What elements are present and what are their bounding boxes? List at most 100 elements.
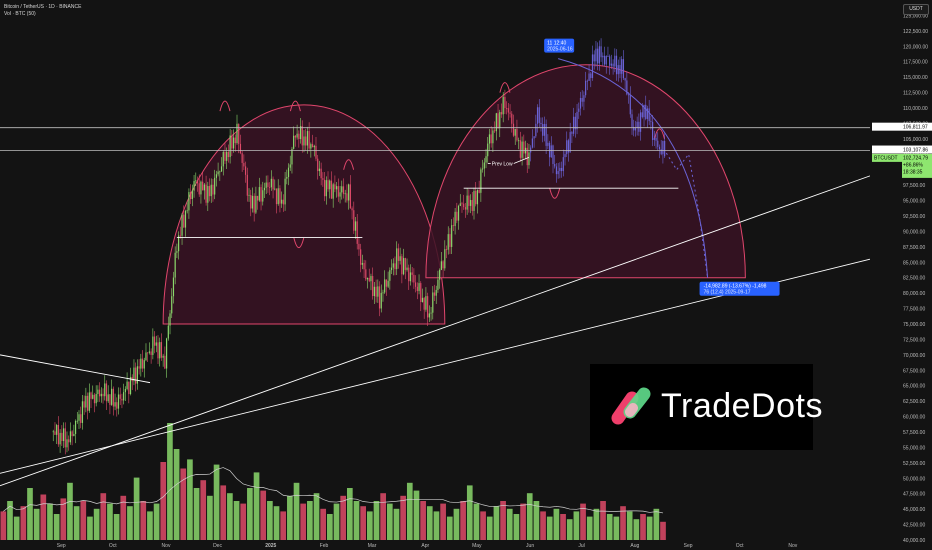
volume-bar	[200, 480, 207, 540]
candle-body	[85, 395, 87, 408]
reversal-arc-4	[653, 128, 665, 139]
candle-body	[585, 80, 587, 96]
candle-body	[370, 276, 372, 282]
candle-body	[543, 123, 546, 136]
candle-body	[555, 166, 558, 175]
candle-body	[95, 393, 97, 404]
candle-body	[401, 256, 403, 275]
volume-bar	[207, 495, 213, 540]
candle-body	[224, 152, 226, 161]
candle-body	[102, 393, 104, 397]
volume-bar	[420, 501, 426, 540]
volume-bar	[393, 508, 400, 540]
candle-body	[397, 248, 400, 261]
candle-body	[61, 432, 63, 441]
candle-body	[600, 46, 602, 58]
neckline-price-tag	[872, 145, 932, 154]
candle-body	[117, 394, 120, 409]
volume-bar	[660, 521, 666, 540]
upper-trendline	[0, 175, 871, 487]
candle-body	[135, 367, 137, 384]
candle-body	[418, 283, 420, 292]
candle-body	[325, 180, 327, 197]
price-tick-label: 97,500.00	[903, 183, 925, 189]
candle-body	[571, 132, 573, 134]
candle-body	[499, 112, 501, 129]
candle-body	[200, 181, 202, 195]
volume-bar	[60, 498, 67, 540]
volume-bar	[426, 506, 433, 540]
volume-bar	[440, 503, 446, 540]
candle-body	[652, 121, 654, 141]
candle-body	[566, 140, 568, 155]
currency-unit-button[interactable]: USDT	[903, 4, 929, 15]
candle-body	[186, 210, 188, 212]
candle-body	[327, 180, 329, 190]
candle-body	[227, 151, 230, 158]
volume-bar	[127, 506, 133, 540]
price-tick-label: 112,500.00	[903, 91, 928, 97]
price-tick-label: 87,500.00	[903, 245, 925, 251]
volume-bar	[40, 494, 47, 540]
candle-body	[485, 156, 487, 163]
volume-bar	[260, 490, 267, 540]
volume-bar	[546, 516, 553, 540]
candle-body	[559, 167, 561, 172]
volume-bar	[213, 464, 220, 540]
volume-bar	[640, 514, 646, 540]
volume-bar	[606, 514, 613, 540]
candle-body	[178, 235, 180, 252]
candle-body	[208, 186, 211, 197]
candle-body	[306, 131, 309, 146]
candle-body	[621, 59, 623, 74]
candle-body	[104, 383, 106, 397]
candle-body	[442, 261, 444, 269]
price-tick-label: 55,000.00	[903, 445, 925, 451]
price-tick-label: 45,000.00	[903, 507, 925, 513]
candle-body	[121, 398, 123, 401]
candle-body	[416, 286, 418, 292]
candle-body	[643, 104, 645, 118]
candle-body	[358, 243, 360, 250]
candle-body	[239, 143, 242, 154]
volume-bar	[247, 488, 253, 540]
candle-body	[622, 59, 625, 79]
reversal-arc-3	[499, 82, 511, 93]
volume-bar	[633, 519, 640, 540]
candle-body	[99, 389, 101, 397]
candle-body	[536, 107, 539, 124]
volume-bar	[566, 519, 573, 540]
price-tick-label: 67,500.00	[903, 368, 925, 374]
candle-body	[116, 402, 118, 409]
candle-body	[530, 147, 532, 153]
candle-body	[509, 112, 511, 114]
candle-body	[639, 112, 642, 132]
candle-body	[641, 112, 643, 118]
top-date-line1: 11 12:40	[547, 41, 566, 47]
volume-bar	[380, 493, 386, 540]
time-tick-label: Sep	[57, 543, 66, 549]
time-axis: Sep Oct Nov Dec 2025 Feb Mar Apr May Jun Jul Aug Sep…	[57, 543, 798, 549]
projection-target-line1: -14,982.89 (-13.67%) -1,498	[704, 284, 767, 290]
volume-bar	[267, 501, 273, 540]
time-tick-label: 2025	[265, 543, 276, 549]
volume-bar	[460, 501, 466, 540]
candle-body	[646, 108, 649, 119]
candle-body	[540, 122, 542, 125]
candle-body	[354, 221, 357, 231]
volume-bar	[133, 477, 140, 540]
candle-body	[586, 80, 588, 82]
candle-body	[68, 439, 70, 443]
time-tick-label: May	[472, 543, 482, 549]
candle-body	[365, 269, 367, 280]
candle-body	[207, 186, 209, 203]
volume-bar	[167, 423, 173, 540]
volume-bar	[220, 485, 227, 540]
price-tick-label: 95,000.00	[903, 199, 925, 205]
candlesticks	[52, 38, 666, 455]
candle-body	[605, 55, 607, 65]
candle-body	[167, 325, 169, 339]
candle-body	[411, 272, 413, 275]
candle-body	[243, 162, 245, 167]
